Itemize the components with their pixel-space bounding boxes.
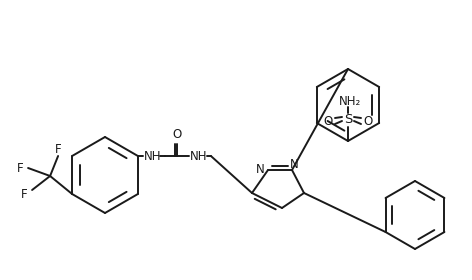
Text: S: S bbox=[344, 113, 352, 125]
Text: N: N bbox=[290, 158, 298, 171]
Text: N: N bbox=[256, 162, 264, 176]
Text: O: O bbox=[172, 129, 182, 141]
Text: F: F bbox=[55, 143, 61, 155]
Text: NH: NH bbox=[144, 150, 161, 162]
Text: O: O bbox=[363, 115, 372, 127]
Text: NH₂: NH₂ bbox=[339, 95, 361, 108]
Text: F: F bbox=[21, 188, 27, 202]
Text: NH: NH bbox=[190, 150, 208, 162]
Text: F: F bbox=[17, 162, 24, 174]
Text: O: O bbox=[323, 115, 333, 127]
